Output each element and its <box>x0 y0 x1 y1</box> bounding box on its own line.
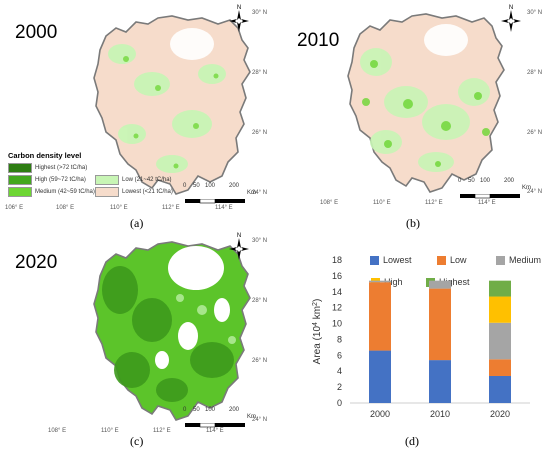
bar-segment-high-2020 <box>489 296 511 323</box>
y-tick-label: 0 <box>337 398 342 408</box>
bar-segment-low-2020 <box>489 359 511 376</box>
legend-swatch <box>437 255 446 265</box>
legend-swatch <box>8 175 32 185</box>
bar-segment-medium-2020 <box>489 322 511 360</box>
legend-swatch <box>8 187 32 197</box>
scale-unit: Km <box>247 190 256 196</box>
bar-segment-lowest-2000 <box>369 350 391 403</box>
legend-item-lowest: Lowest (<21 tC/ha) <box>95 187 173 197</box>
stacked-bar-chart: 0 2 4 6 8 10 12 14 16 18 Area (104 km2) 2000 2010 202… <box>300 250 540 430</box>
north-label: N <box>509 5 513 11</box>
x-tick-label: 2010 <box>430 409 450 419</box>
lon-tick: 108° E <box>48 428 67 434</box>
bar-segment-medium-2000 <box>369 280 391 283</box>
lat-tick: 28° N <box>527 70 543 76</box>
year-label-2020: 2020 <box>15 252 58 273</box>
map-2010 <box>290 8 530 198</box>
y-tick-label: 10 <box>332 319 342 329</box>
scale-unit: Km <box>522 185 531 191</box>
lat-tick: 30° N <box>252 238 268 244</box>
lon-tick: 112° E <box>162 205 180 211</box>
legend-item-highest: Highest (>72 tC/ha) <box>8 163 87 173</box>
y-tick-label: 4 <box>337 366 342 376</box>
scale-bar <box>185 416 255 434</box>
legend-swatch <box>370 255 379 265</box>
lon-tick: 108° E <box>56 205 75 211</box>
lat-tick: 28° N <box>252 298 268 304</box>
bar-segment-medium-2010 <box>429 280 451 289</box>
lat-tick: 24° N <box>252 417 268 423</box>
lat-tick: 30° N <box>527 10 543 16</box>
bar-segment-low-2010 <box>429 288 451 361</box>
bar-segment-lowest-2020 <box>489 375 511 403</box>
year-label-2000: 2000 <box>15 22 58 43</box>
north-arrow-icon: N <box>228 4 250 43</box>
y-tick-label: 8 <box>337 334 342 344</box>
scale-bar <box>460 187 530 205</box>
y-tick-label: 6 <box>337 350 342 360</box>
north-arrow-icon: N <box>500 4 522 43</box>
legend-swatch <box>95 175 119 185</box>
lon-tick: 108° E <box>320 200 339 206</box>
lon-tick: 106° E <box>5 205 24 211</box>
lon-tick: 110° E <box>110 205 128 211</box>
x-tick-label: 2020 <box>490 409 510 419</box>
y-tick-label: 18 <box>332 255 342 265</box>
chart-legend-low: Low <box>437 255 467 265</box>
caption-d: (d) <box>405 434 419 448</box>
x-tick-label: 2000 <box>370 409 390 419</box>
lat-tick: 26° N <box>252 130 268 136</box>
y-tick-label: 16 <box>332 271 342 281</box>
chart-legend-medium: Medium <box>496 255 541 265</box>
lat-tick: 26° N <box>527 130 543 136</box>
bar-segment-highest-2020 <box>489 280 511 297</box>
scale-unit: Km <box>247 414 256 420</box>
scale-bar <box>185 192 255 210</box>
legend-swatch <box>95 187 119 197</box>
lon-tick: 114° E <box>215 205 233 211</box>
lon-tick: 110° E <box>101 428 119 434</box>
caption-c: (c) <box>130 434 144 448</box>
legend-item-low: Low (21~42 tC/ha) <box>95 175 172 185</box>
lat-tick: 24° N <box>252 190 268 196</box>
legend-swatch <box>496 255 505 265</box>
north-label: N <box>237 233 241 239</box>
bar-segment-lowest-2010 <box>429 360 451 403</box>
caption-b: (b) <box>406 216 420 230</box>
chart-legend-lowest: Lowest <box>370 255 412 265</box>
lon-tick: 110° E <box>373 200 391 206</box>
year-label-2010: 2010 <box>297 30 340 51</box>
lon-tick: 112° E <box>425 200 443 206</box>
legend-item-high: High (59~72 tC/ha) <box>8 175 86 185</box>
y-axis-title: Area (104 km2) <box>312 299 324 365</box>
lon-tick: 112° E <box>153 428 171 434</box>
north-arrow-icon: N <box>228 232 250 271</box>
map-2000 <box>40 8 270 198</box>
y-tick-label: 14 <box>332 287 342 297</box>
lat-tick: 28° N <box>252 70 268 76</box>
legend-swatch <box>8 163 32 173</box>
map-2020 <box>40 236 270 426</box>
legend-item-medium: Medium (42~59 tC/ha) <box>8 187 95 197</box>
y-tick-label: 12 <box>332 303 342 313</box>
caption-a: (a) <box>130 216 144 230</box>
lat-tick: 24° N <box>527 189 543 195</box>
north-label: N <box>237 5 241 11</box>
y-tick-label: 2 <box>337 382 342 392</box>
bar-segment-low-2000 <box>369 282 391 351</box>
lon-tick: 114° E <box>206 428 224 434</box>
lon-tick: 114° E <box>478 200 496 206</box>
lat-tick: 30° N <box>252 10 268 16</box>
chart-svg: 0 2 4 6 8 10 12 14 16 18 Area (104 km2) 2000 2010 202… <box>312 255 530 419</box>
lat-tick: 26° N <box>252 358 268 364</box>
legend-title: Carbon density level <box>8 151 82 160</box>
